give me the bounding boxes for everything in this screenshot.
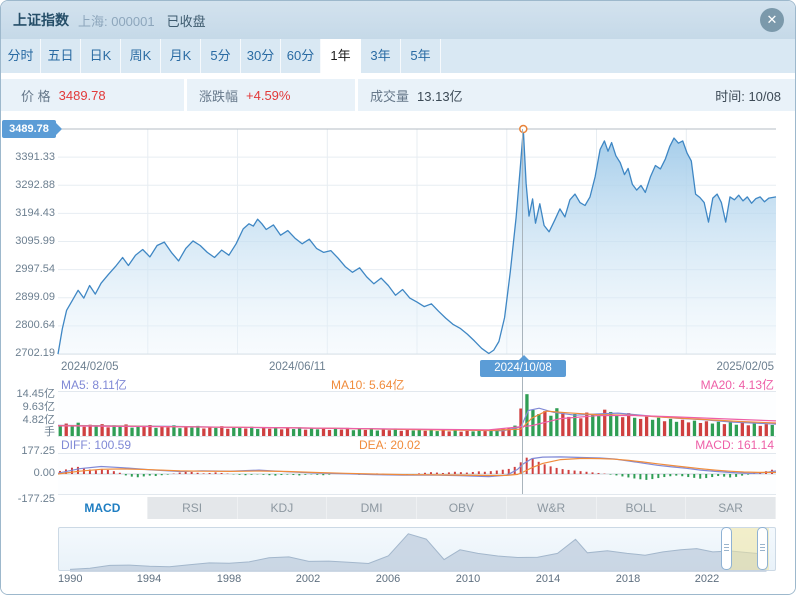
navigator-left-handle[interactable] [721,527,732,570]
macd-axis-label: 177.25 [21,445,55,457]
ma20-label: MA20: 4.13亿 [700,378,774,392]
y-axis-label: 2899.09 [15,291,55,303]
y-axis-label: 3194.43 [15,207,55,219]
macd-axis-label: -177.25 [17,493,55,505]
macd-axis-label: 0.00 [33,467,55,479]
ma5-label: MA5: 8.11亿 [61,378,127,392]
tab-week-k[interactable]: 周K [121,39,161,73]
tab-day-k[interactable]: 日K [81,39,121,73]
tab-1year[interactable]: 1年 [321,39,361,73]
window-header: 上证指数 上海: 000001 已收盘 ✕ [1,1,795,39]
nav-year-label: 2014 [535,573,561,585]
indicator-tab-macd[interactable]: MACD [58,497,148,519]
time-label: 时间: [715,88,745,104]
tab-60min[interactable]: 60分 [281,39,321,73]
indicator-tab-rsi[interactable]: RSI [148,497,238,519]
history-navigator[interactable] [58,527,777,572]
price-value: 3489.78 [58,87,106,103]
volume-chart [57,391,777,437]
tab-5day[interactable]: 五日 [41,39,81,73]
price-chart[interactable] [57,124,777,355]
volume-axis-label: 4.82亿 [22,414,55,426]
close-icon: ✕ [766,12,778,27]
y-axis-label: 3292.88 [15,179,55,191]
selected-date-badge: 2024/10/08 [480,355,566,377]
indicator-tab-obv[interactable]: OBV [417,497,507,519]
grip-icon [724,544,729,553]
tabbar-filler [441,39,795,73]
index-name: 上证指数 [13,12,69,28]
volume-axis-label: 9.63亿 [22,401,55,413]
nav-year-label: 1994 [136,573,162,585]
chart-area: 3489.78 3391.33 3292.88 3194.43 3095.99 … [1,111,795,594]
nav-year-label: 2018 [615,573,641,585]
nav-year-label: 2022 [694,573,720,585]
y-axis-label: 3095.99 [15,235,55,247]
volume-axis-unit: 手 [44,426,55,438]
indicator-tab-kdj[interactable]: KDJ [238,497,328,519]
divider [1,73,795,79]
grip-icon [760,544,765,553]
price-cell: 价 格 3489.78 [1,79,184,111]
indicator-tab-dmi[interactable]: DMI [327,497,417,519]
crosshair-line [522,129,523,494]
x-axis-label-start: 2024/02/05 [61,361,119,373]
price-label: 价 格 [21,88,51,104]
change-cell: 涨跌幅 +4.59% [187,79,355,111]
y-axis-label: 2997.54 [15,263,55,275]
info-bar: 价 格 3489.78 涨跌幅 +4.59% 成交量 13.13亿 时间: 10… [1,79,795,111]
indicator-tab-sar[interactable]: SAR [686,497,776,519]
current-price-tag: 3489.78 [2,120,62,138]
change-label: 涨跌幅 [199,88,239,104]
change-value: +4.59% [246,87,291,103]
nav-year-label: 2002 [295,573,321,585]
nav-year-label: 1990 [58,573,83,585]
time-display: 时间: 10/08 [715,86,781,105]
market-status-badge: 已收盘 [166,13,206,29]
nav-year-label: 2006 [375,573,401,585]
macd-chart [57,453,777,495]
navigator-chart[interactable] [59,528,777,572]
indicator-tab-wr[interactable]: W&R [507,497,597,519]
volume-axis-label: 14.45亿 [16,388,55,400]
navigator-right-handle[interactable] [757,527,768,570]
period-tabbar: 分时 五日 日K 周K 月K 5分 30分 60分 1年 3年 5年 [1,39,795,73]
y-axis-label: 2702.19 [15,347,55,359]
y-axis-label: 3391.33 [15,151,55,163]
indicator-tab-boll[interactable]: BOLL [597,497,687,519]
nav-year-label: 2010 [455,573,481,585]
x-axis-label-end: 2025/02/05 [716,361,774,373]
tab-3year[interactable]: 3年 [361,39,401,73]
exchange-code: 上海: 000001 [78,13,155,29]
time-value: 10/08 [748,88,781,104]
close-button[interactable]: ✕ [760,8,784,32]
volume-label: 成交量 [370,88,410,104]
x-axis-label-mid: 2024/06/11 [269,361,326,373]
tab-month-k[interactable]: 月K [161,39,201,73]
ma10-label: MA10: 5.64亿 [331,378,405,392]
diff-label: DIFF: 100.59 [61,438,132,452]
macd-label: MACD: 161.14 [695,438,774,452]
tab-realtime[interactable]: 分时 [1,39,41,73]
volume-cell: 成交量 13.13亿 时间: 10/08 [358,79,795,111]
volume-value: 13.13亿 [417,88,463,104]
tab-30min[interactable]: 30分 [241,39,281,73]
dea-label: DEA: 20.02 [359,438,421,452]
indicator-tabbar: MACD RSI KDJ DMI OBV W&R BOLL SAR [58,497,776,519]
tab-5min[interactable]: 5分 [201,39,241,73]
tab-5year[interactable]: 5年 [401,39,441,73]
y-axis-label: 2800.64 [15,319,55,331]
nav-year-label: 1998 [216,573,242,585]
